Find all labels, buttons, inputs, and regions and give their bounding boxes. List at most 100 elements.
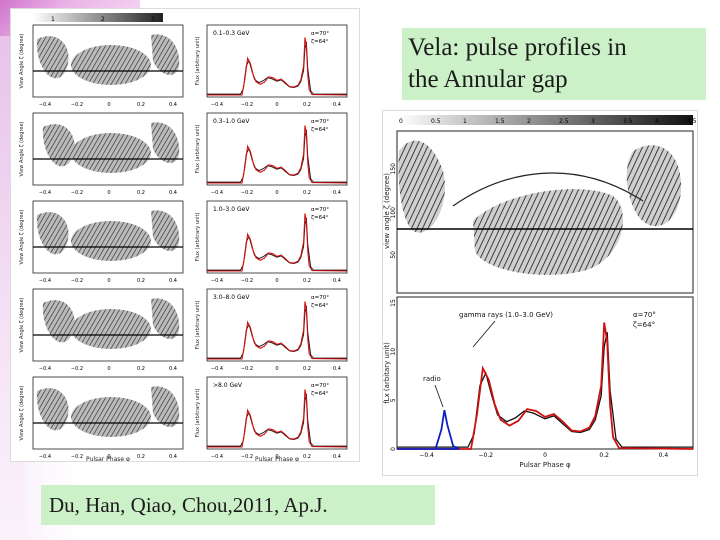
panel-profile-x-tick: 0 — [275, 102, 278, 108]
profile-x-tick: 0.4 — [659, 452, 669, 459]
panel-alpha-label: α=70° — [311, 31, 329, 37]
panel-profile-frame — [206, 200, 348, 274]
panel-energy-label: 0.1–0.3 GeV — [213, 30, 250, 37]
right-colorbar-tick: 0 — [399, 118, 403, 125]
panel-profile-y-label: Flux (arbitrary unit) — [195, 212, 201, 261]
left-colorbar-tick: 1 — [51, 16, 55, 23]
panel-model-curve — [207, 37, 348, 96]
right-colorbar — [397, 115, 693, 125]
panel-profile-x-tick: 0.2 — [303, 102, 311, 108]
phase-map-emission-left — [398, 140, 445, 233]
left-colorbar-tick: 3 — [151, 16, 155, 23]
phase-map-y-tick: 50 — [390, 251, 397, 259]
radio-curve — [397, 409, 460, 450]
panel-zeta-label: ζ=64° — [311, 127, 329, 133]
panel-profile-y-label: Flux (arbitrary unit) — [195, 36, 201, 85]
phase-map-arc — [452, 172, 644, 207]
energy-resolved-figure-svg: 1 2 3 View Angle ζ (degree) −0.4 −0.2 0 0.2 0.4… — [19, 13, 348, 463]
panel-profile-x-tick: −0.2 — [241, 454, 253, 460]
panel-model-curve — [207, 389, 348, 448]
panel-map-x-tick: −0.4 — [39, 102, 51, 108]
panel-profile-x-tick: −0.4 — [211, 102, 223, 108]
left-map-x-label: Pulsar Phase φ — [86, 456, 130, 461]
panel-profile-x-tick: 0.4 — [333, 278, 341, 284]
panel-map-x-tick: −0.4 — [39, 454, 51, 460]
phase-map-emission-center — [473, 189, 623, 275]
panel-map-x-tick: −0.2 — [71, 366, 83, 372]
panel-profile-x-tick: 0.4 — [333, 454, 341, 460]
right-colorbar-tick: 2 — [527, 118, 531, 125]
panel-model-curve — [207, 301, 348, 360]
panel-map-emission-left — [42, 124, 75, 167]
panel-map-emission-right — [151, 386, 180, 427]
panel-profile-x-tick: 0 — [275, 278, 278, 284]
panel-map-y-label: View Angle ζ (degree) — [19, 121, 25, 176]
model-curve — [397, 322, 694, 450]
radio-label-pointer — [434, 384, 444, 408]
slide-title: Vela: pulse profiles in the Annular gap — [402, 28, 706, 100]
energy-panel: View Angle ζ (degree) −0.4 −0.2 0 0.2 0.4 Flux… — [19, 112, 348, 196]
panel-profile-x-tick: −0.2 — [241, 102, 253, 108]
alpha-label: α=70° — [633, 311, 656, 319]
profile-x-tick: −0.4 — [419, 452, 434, 459]
panel-profile-frame — [206, 24, 348, 98]
panel-alpha-label: α=70° — [311, 207, 329, 213]
right-colorbar-tick: 3.5 — [623, 118, 633, 125]
energy-panel: View Angle ζ (degree) −0.4 −0.2 0 0.2 0.4 Flux… — [19, 288, 348, 372]
profile-y-tick: 10 — [390, 348, 397, 356]
panel-map-x-tick: −0.2 — [71, 190, 83, 196]
profile-x-tick: −0.2 — [479, 452, 494, 459]
panel-map-x-tick: −0.4 — [39, 278, 51, 284]
panel-map-x-tick: 0.2 — [137, 454, 145, 460]
left-profile-x-label: Pulsar Phase φ — [255, 456, 299, 461]
profile-y-tick: 5 — [390, 398, 397, 402]
energy-panel: View Angle ζ (degree) −0.4 −0.2 0 0.2 0.4 Flux… — [19, 200, 348, 284]
panel-profile-x-tick: 0 — [275, 190, 278, 196]
panel-profile-y-label: Flux (arbitrary unit) — [195, 300, 201, 349]
zeta-label: ζ=64° — [633, 321, 655, 329]
profile-y-label: fLx (arbitary unit) — [383, 342, 391, 404]
panel-zeta-label: ζ=64° — [311, 303, 329, 309]
profile-x-tick: 0.2 — [599, 452, 609, 459]
panel-map-x-tick: −0.2 — [71, 454, 83, 460]
panel-map-emission-left — [36, 388, 69, 431]
profile-x-label: Pulsar Phase φ — [519, 461, 571, 469]
phase-map-emission-right — [626, 145, 682, 227]
curve-label-pointer — [472, 320, 496, 348]
panel-map-emission-center — [71, 45, 151, 85]
phase-map-y-tick: 100 — [390, 207, 397, 219]
panel-map-x-tick: 0.2 — [137, 278, 145, 284]
panel-profile-x-tick: −0.4 — [211, 190, 223, 196]
curve-label: gamma rays (1.0–3.0 GeV) — [459, 311, 553, 319]
panel-map-y-label: View Angle ζ (degree) — [19, 385, 25, 440]
slide-title-line-1: Vela: pulse profiles in — [408, 34, 627, 61]
citation: Du, Han, Qiao, Chou,2011, Ap.J. — [41, 485, 435, 525]
right-colorbar-tick: 4.5 — [687, 118, 697, 125]
panel-map-emission-right — [151, 210, 180, 251]
panel-profile-x-tick: 0.2 — [303, 190, 311, 196]
panel-profile-x-tick: −0.4 — [211, 278, 223, 284]
slide-title-line-2: the Annular gap — [408, 66, 568, 93]
panel-energy-label: 3.0–8.0 GeV — [213, 294, 250, 301]
panel-map-emission-center — [71, 221, 151, 261]
panel-map-emission-left — [36, 36, 69, 79]
panel-alpha-label: α=70° — [311, 295, 329, 301]
panel-map-emission-left — [42, 300, 75, 343]
panel-map-x-tick: 0.4 — [169, 190, 177, 196]
panel-map-y-label: View Angle ζ (degree) — [19, 209, 25, 264]
panel-map-emission-center — [71, 309, 151, 349]
panel-map-x-tick: 0 — [107, 102, 110, 108]
panel-profile-x-tick: −0.2 — [241, 366, 253, 372]
panel-map-x-tick: −0.4 — [39, 366, 51, 372]
panel-map-x-tick: −0.4 — [39, 190, 51, 196]
right-colorbar-tick: 4 — [655, 118, 659, 125]
panel-alpha-label: α=70° — [311, 383, 329, 389]
left-colorbar-tick: 2 — [101, 16, 105, 23]
panel-profile-x-tick: −0.2 — [241, 190, 253, 196]
profile-y-tick: 15 — [390, 299, 397, 307]
panel-map-emission-center — [71, 397, 151, 437]
panel-map-x-tick: 0.4 — [169, 102, 177, 108]
phase-map-y-label: view angle ζ (degree) — [383, 173, 391, 249]
panel-map-x-tick: 0.4 — [169, 278, 177, 284]
